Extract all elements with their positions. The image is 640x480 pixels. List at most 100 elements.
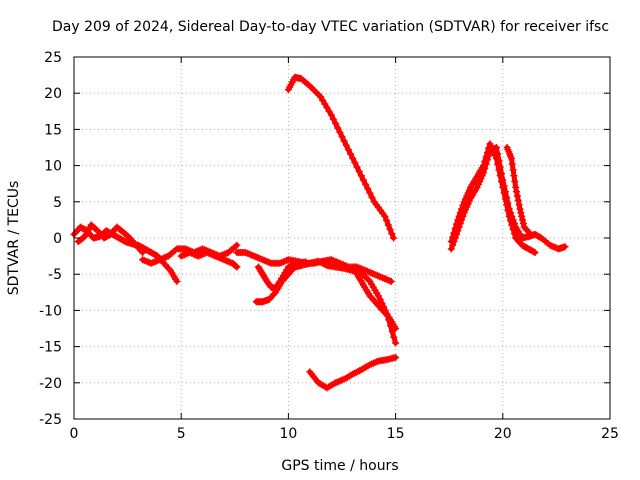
data-point	[455, 212, 463, 220]
data-point	[483, 149, 491, 157]
data-point	[325, 107, 333, 115]
data-point	[340, 137, 348, 145]
data-point	[332, 120, 340, 128]
series-track-b	[74, 221, 147, 256]
y-tick-label: -10	[39, 303, 62, 319]
data-point	[390, 333, 398, 341]
data-point	[449, 233, 457, 241]
data-point	[338, 133, 346, 141]
data-point	[344, 146, 352, 154]
x-tick-label: 25	[601, 426, 619, 442]
data-point	[362, 180, 370, 188]
data-point	[232, 262, 240, 270]
data-point	[509, 166, 517, 174]
y-tick-label: -20	[39, 376, 62, 392]
data-point	[517, 209, 525, 217]
data-point	[518, 212, 526, 220]
data-point	[137, 247, 145, 255]
data-point	[500, 189, 508, 197]
series-track-i	[284, 73, 397, 242]
data-point	[453, 220, 460, 228]
data-point	[511, 178, 519, 185]
x-tick-label: 20	[494, 426, 512, 442]
data-point	[270, 290, 278, 298]
data-point	[451, 225, 459, 233]
data-point	[336, 128, 344, 136]
data-point	[527, 230, 535, 238]
data-point	[323, 104, 331, 112]
y-tick-label: 20	[44, 86, 62, 102]
data-point	[495, 166, 503, 174]
y-tick-label: 10	[44, 159, 62, 175]
series-track-d	[177, 249, 241, 271]
data-point	[503, 201, 511, 209]
data-point	[319, 96, 327, 104]
data-point	[494, 160, 502, 168]
y-tick-label: -15	[39, 340, 62, 356]
data-point	[374, 292, 382, 300]
data-point	[480, 162, 487, 170]
data-point	[390, 234, 397, 242]
data-point	[498, 178, 505, 185]
y-tick-label: 0	[53, 231, 62, 247]
data-point	[513, 192, 521, 200]
data-point	[508, 160, 516, 168]
data-point	[499, 183, 507, 191]
data-point	[349, 154, 357, 162]
data-point	[334, 124, 342, 132]
y-tick-label: -25	[39, 412, 62, 428]
data-point	[386, 225, 394, 233]
data-point	[364, 185, 372, 193]
data-point	[359, 176, 367, 184]
data-point	[531, 249, 539, 256]
data-point	[447, 245, 455, 253]
data-point	[458, 205, 466, 213]
data-point	[392, 325, 400, 332]
data-point	[357, 172, 365, 180]
x-tick-label: 5	[177, 426, 186, 442]
data-point	[351, 159, 359, 167]
data-point	[387, 277, 395, 285]
series-track-j	[306, 354, 400, 392]
data-point	[392, 339, 400, 347]
y-tick-label: 5	[53, 195, 62, 211]
series-trace	[285, 74, 396, 241]
axis-ticks: 0 5 10 15 20 25 -25 -20 -15 -10 -5 0 5 10 15 20 25	[39, 50, 619, 442]
data-point	[507, 154, 515, 162]
data-point	[519, 216, 526, 224]
data-point	[366, 189, 374, 197]
data-point	[459, 201, 467, 209]
data-point	[392, 354, 400, 361]
x-tick-label: 10	[279, 426, 297, 442]
data-point	[329, 115, 337, 123]
data-point	[510, 172, 518, 180]
data-point	[456, 209, 464, 217]
data-point	[516, 205, 524, 213]
data-point	[525, 229, 533, 237]
data-point	[139, 249, 147, 256]
data-point	[514, 196, 522, 204]
data-point	[368, 194, 376, 201]
y-tick-label: 25	[44, 50, 62, 66]
series-track-h	[353, 270, 400, 332]
data-point	[342, 141, 350, 149]
series-track-g	[252, 257, 400, 347]
series-track-l	[447, 140, 539, 256]
y-axis-label: SDTVAR / TECUs	[6, 181, 22, 296]
data-point	[376, 296, 384, 303]
y-tick-label: 15	[44, 122, 62, 138]
data-point	[383, 217, 391, 225]
data-point	[233, 241, 241, 249]
data-point	[384, 221, 392, 229]
data-point	[355, 167, 363, 175]
data-point	[173, 277, 181, 285]
data-point	[512, 183, 520, 191]
data-point	[504, 207, 512, 214]
data-point	[507, 217, 514, 225]
data-point	[321, 100, 329, 108]
data-point	[505, 212, 513, 220]
y-tick-label: -5	[48, 267, 62, 283]
data-point	[561, 243, 569, 251]
x-axis-label: GPS time / hours	[281, 458, 398, 474]
